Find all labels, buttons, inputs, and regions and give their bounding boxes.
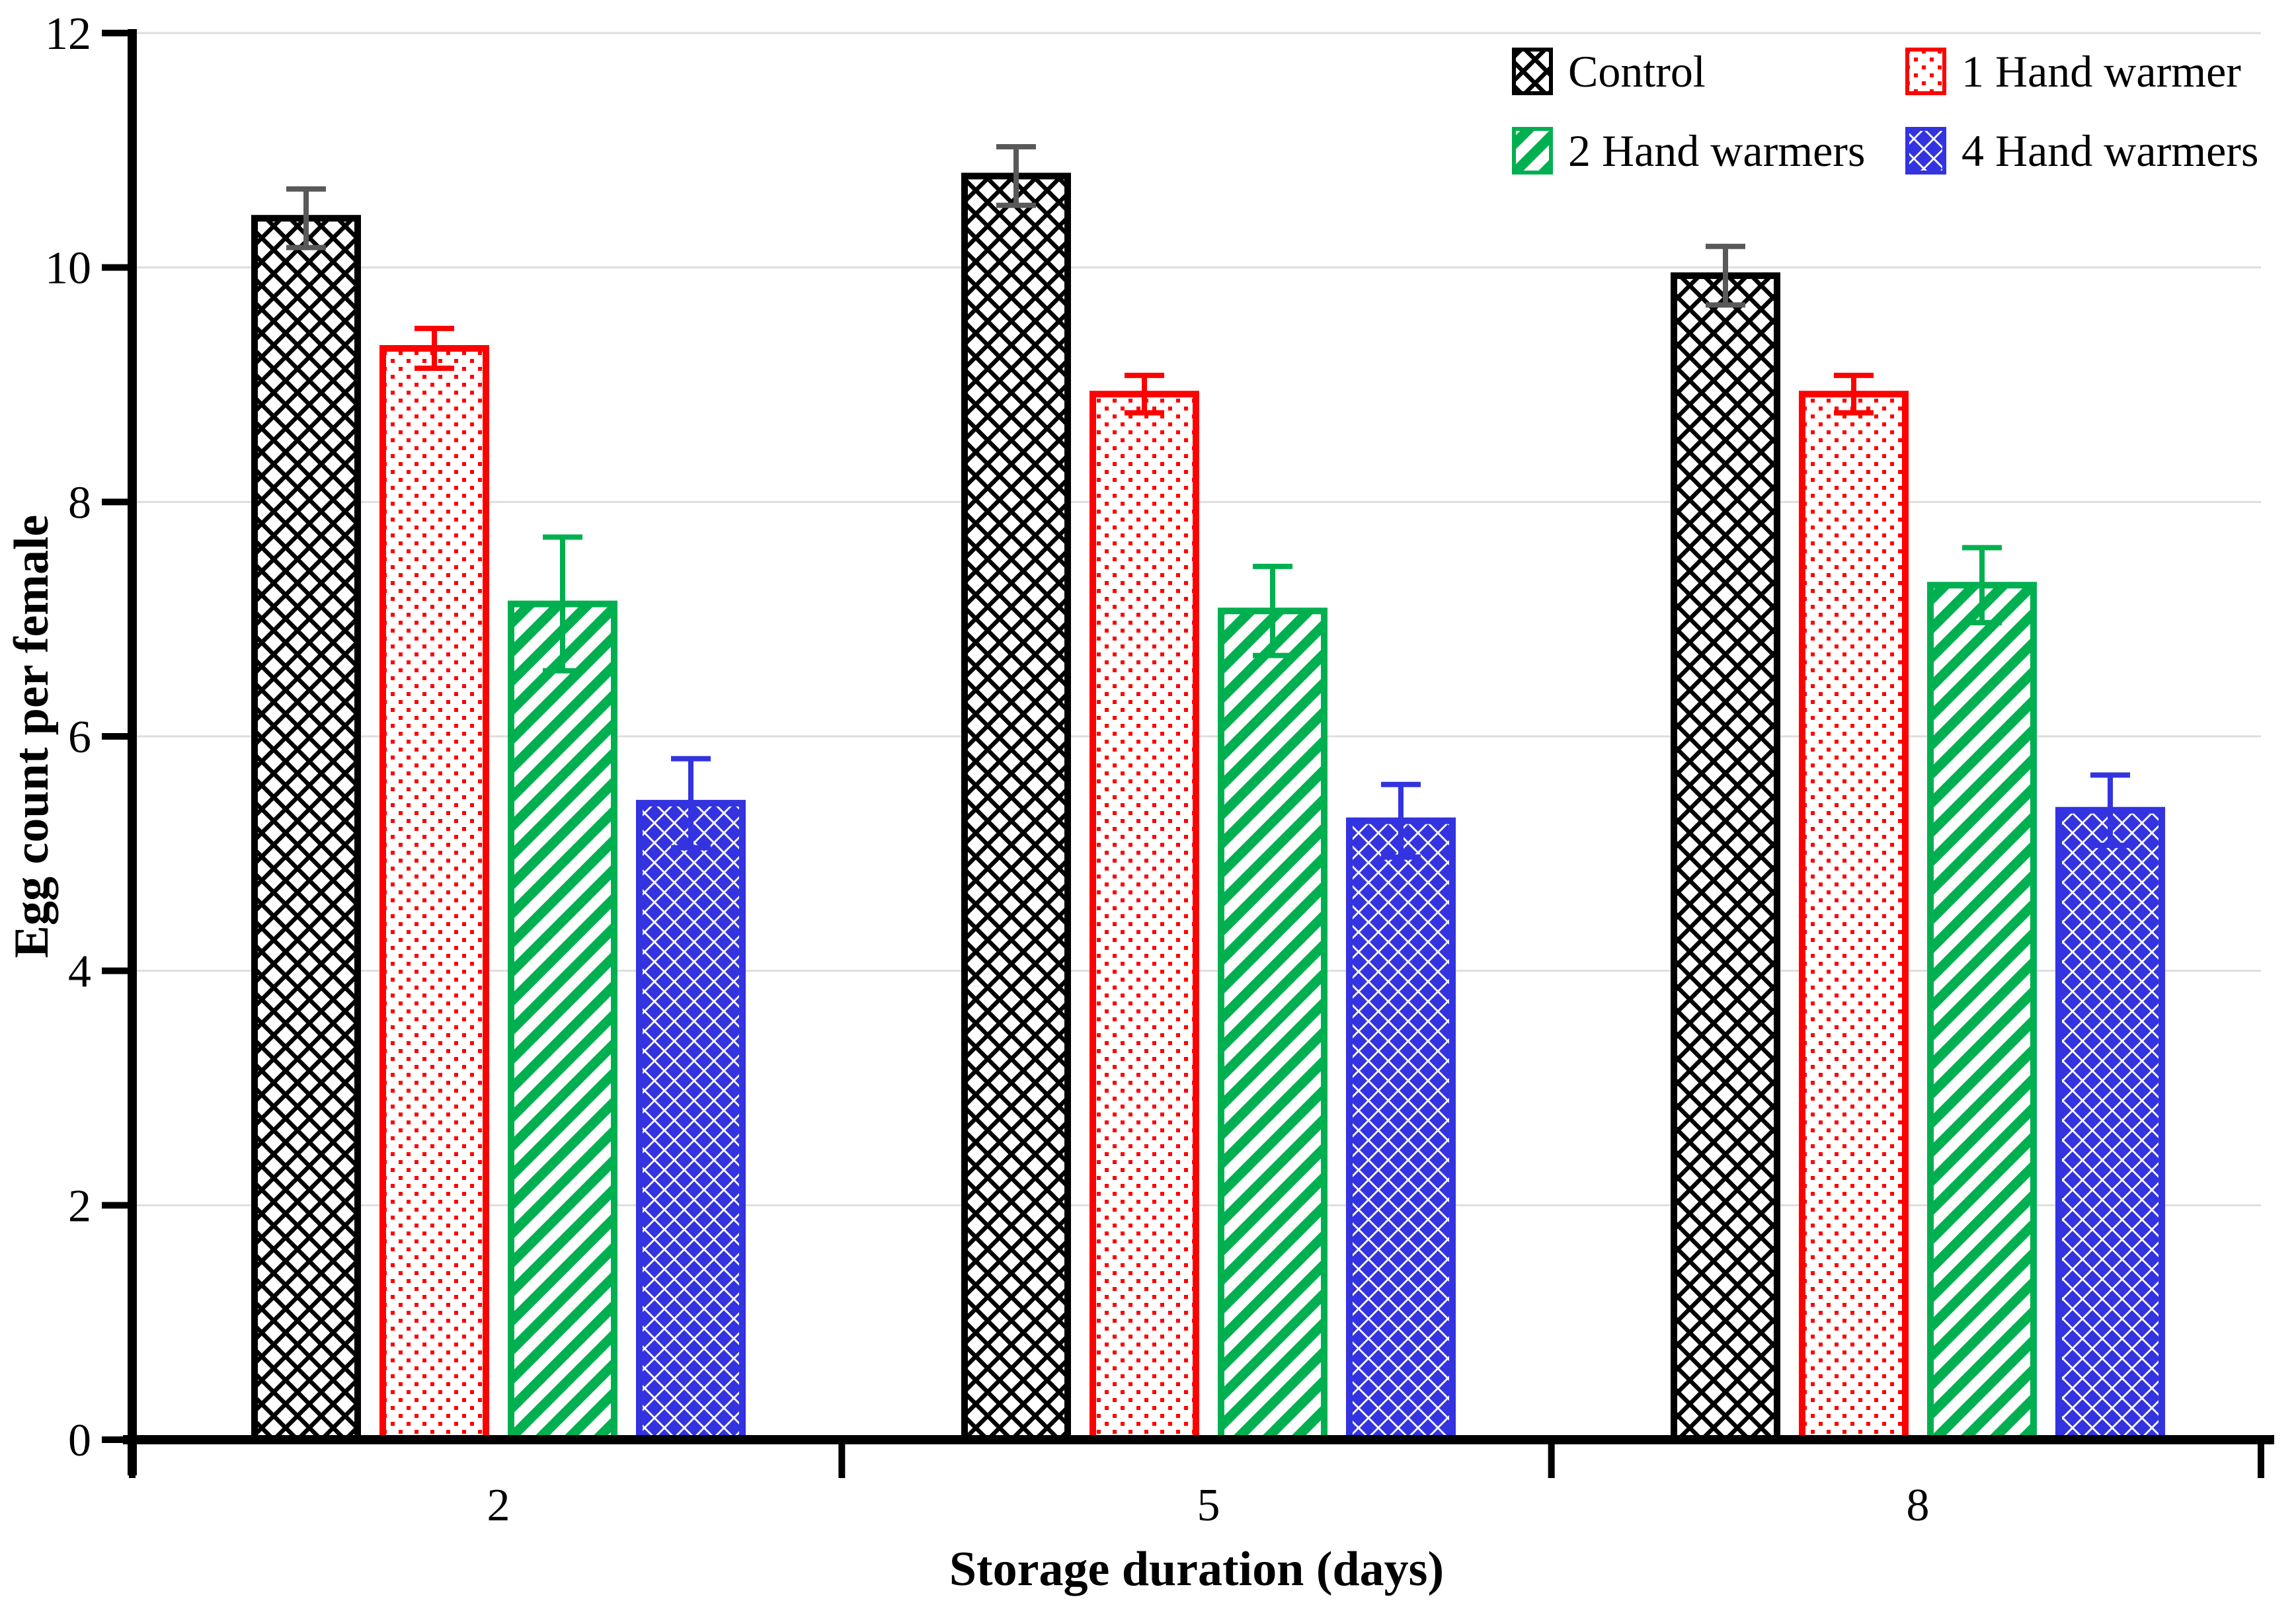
x-axis-title: Storage duration (days) — [949, 1542, 1444, 1596]
bar-2-hand-warmers-8days — [1927, 582, 2037, 1443]
bar-1-hand-warmer-2days — [379, 345, 489, 1444]
y-tick-label: 4 — [68, 947, 91, 997]
y-tick-label: 6 — [68, 712, 91, 763]
legend-item-control: Control — [1512, 46, 1706, 97]
legend-marker — [1905, 127, 1946, 175]
y-tick-label: 12 — [45, 9, 91, 59]
bar-control-8days — [1671, 272, 1780, 1444]
y-tick-label: 2 — [68, 1181, 91, 1231]
bar-control-5days — [961, 173, 1071, 1443]
bar-control-2days — [251, 215, 361, 1444]
legend: Control 1 Hand warmer 2 Hand warmers 4 Hand… — [1512, 46, 2258, 176]
legend-label: 2 Hand warmers — [1568, 126, 1865, 176]
y-tick-label: 0 — [68, 1415, 91, 1466]
bar-4-hand-warmers-2days — [636, 800, 746, 1443]
bar-1-hand-warmer-5days — [1089, 391, 1199, 1443]
legend-marker — [1905, 48, 1946, 95]
bar-2-hand-warmers-5days — [1218, 607, 1327, 1444]
bar-2-hand-warmers-2days — [508, 600, 617, 1444]
legend-marker — [1512, 48, 1553, 95]
bar-4-hand-warmers-5days — [1346, 817, 1456, 1444]
y-tick-label: 10 — [45, 243, 91, 294]
legend-item-1-hand-warmer: 1 Hand warmer — [1905, 46, 2241, 97]
legend-item-2-hand-warmers: 2 Hand warmers — [1512, 126, 1865, 176]
legend-item-4-hand-warmers: 4 Hand warmers — [1905, 126, 2258, 176]
x-category-label: 8 — [1907, 1480, 1930, 1531]
x-category-label: 5 — [1197, 1480, 1220, 1531]
bar-1-hand-warmer-8days — [1799, 391, 1909, 1443]
legend-label: 4 Hand warmers — [1961, 126, 2258, 176]
legend-marker — [1512, 127, 1553, 175]
bar-4-hand-warmers-8days — [2055, 806, 2165, 1443]
x-category-label: 2 — [487, 1480, 510, 1531]
y-axis-title: Egg count per female — [5, 515, 59, 958]
y-tick-label: 8 — [68, 477, 91, 528]
legend-label: 1 Hand warmer — [1961, 46, 2241, 97]
legend-label: Control — [1568, 46, 1706, 97]
